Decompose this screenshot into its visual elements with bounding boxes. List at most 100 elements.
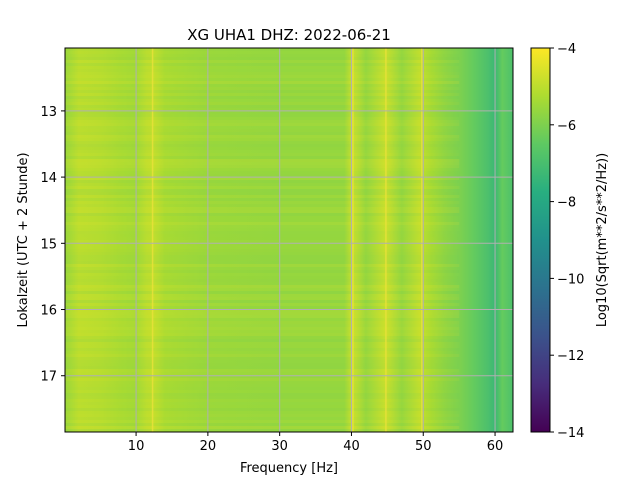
time-band: [65, 159, 460, 162]
time-band: [65, 369, 460, 372]
time-band: [65, 57, 460, 60]
time-band: [65, 54, 460, 57]
time-band: [65, 204, 459, 207]
y-tick-label: 16: [40, 304, 57, 319]
time-band: [65, 84, 460, 87]
time-band: [65, 189, 460, 192]
time-band: [65, 60, 460, 63]
time-band: [65, 336, 460, 339]
x-tick-label: 40: [343, 439, 360, 454]
time-band: [65, 273, 459, 276]
time-band: [65, 180, 460, 183]
time-band: [65, 228, 459, 231]
plot-area: [65, 48, 513, 432]
time-band: [65, 327, 460, 330]
time-band: [65, 51, 459, 54]
time-band: [65, 147, 460, 150]
time-band: [65, 420, 460, 423]
plot-frame: [64, 47, 514, 433]
time-band: [65, 165, 460, 168]
time-band: [65, 378, 460, 381]
time-band: [65, 132, 460, 135]
time-band: [65, 135, 460, 138]
x-tick-label: 10: [128, 439, 145, 454]
time-band: [65, 99, 459, 102]
time-band: [65, 48, 460, 51]
y-tick-label: 15: [40, 237, 57, 252]
time-band: [65, 237, 459, 240]
time-band: [65, 198, 460, 201]
time-band: [65, 324, 460, 327]
spectrogram-image: [65, 48, 513, 432]
time-band: [65, 90, 460, 93]
time-band: [65, 315, 460, 318]
time-band: [65, 123, 460, 126]
time-band: [65, 402, 459, 405]
time-band: [65, 261, 460, 264]
x-tick-label: 60: [487, 439, 504, 454]
time-band: [65, 294, 460, 297]
time-band: [65, 408, 460, 411]
time-band: [65, 195, 460, 198]
time-band: [65, 300, 460, 303]
time-band: [65, 360, 460, 363]
time-band: [65, 345, 459, 348]
time-band: [65, 69, 459, 72]
time-band: [65, 156, 460, 159]
time-band: [65, 375, 460, 378]
time-band: [65, 396, 460, 399]
time-band: [65, 144, 460, 147]
colorbar: [530, 47, 551, 433]
chart-title: XG UHA1 DHZ: 2022-06-21: [187, 26, 391, 44]
time-band: [65, 66, 459, 69]
time-band: [65, 282, 460, 285]
time-band: [65, 231, 460, 234]
y-tick-label: 13: [40, 105, 57, 120]
time-band: [65, 162, 460, 165]
time-band: [65, 129, 459, 132]
colorbar-label: Log10(Sqrt(m**2/s**2/Hz)): [595, 153, 610, 327]
time-band: [65, 171, 460, 174]
time-band: [65, 213, 460, 216]
time-band: [65, 216, 459, 219]
time-bands: [65, 48, 460, 432]
time-band: [65, 279, 460, 282]
time-band: [65, 111, 460, 114]
time-band: [65, 303, 460, 306]
time-band: [65, 405, 459, 408]
time-band: [65, 150, 459, 153]
y-axis-label: Lokalzeit (UTC + 2 Stunde): [16, 152, 31, 327]
time-band: [65, 78, 459, 81]
colorbar-tick-label: −4: [557, 42, 576, 57]
time-band: [65, 117, 459, 120]
time-band: [65, 105, 460, 108]
time-band: [65, 351, 459, 354]
time-band: [65, 390, 459, 393]
colorbar-tick-label: −6: [557, 119, 576, 134]
time-band: [65, 297, 460, 300]
colorbar-tick-label: −14: [557, 426, 584, 441]
time-band: [65, 225, 459, 228]
x-tick-label: 30: [271, 439, 288, 454]
time-band: [65, 357, 460, 360]
time-band: [65, 264, 460, 267]
time-band: [65, 240, 459, 243]
time-band: [65, 318, 459, 321]
time-band: [65, 342, 459, 345]
time-band: [65, 126, 459, 129]
time-band: [65, 426, 460, 429]
x-axis-ticks: 10 20 30 40 50 60: [128, 432, 504, 454]
time-band: [65, 252, 460, 255]
time-band: [65, 93, 459, 96]
time-band: [65, 339, 460, 342]
time-band: [65, 312, 460, 315]
time-band: [65, 201, 459, 204]
time-band: [65, 63, 460, 66]
time-band: [65, 414, 459, 417]
x-tick-label: 20: [200, 439, 217, 454]
time-band: [65, 411, 459, 414]
y-axis-ticks: 13 14 15 16 17: [40, 105, 65, 385]
time-band: [65, 363, 460, 366]
time-band: [65, 393, 460, 396]
